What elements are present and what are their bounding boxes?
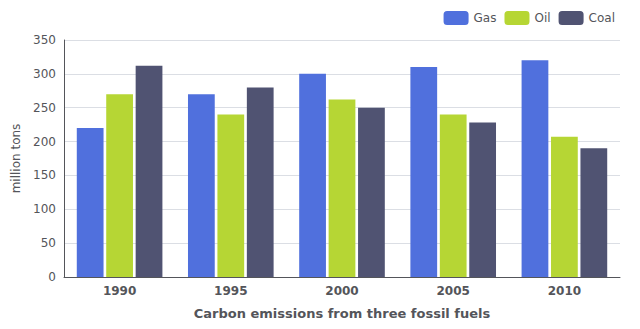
- svg-text:0: 0: [48, 270, 56, 284]
- svg-text:2000: 2000: [325, 284, 358, 298]
- svg-text:Oil: Oil: [534, 11, 550, 25]
- svg-text:300: 300: [33, 67, 56, 81]
- svg-text:Coal: Coal: [589, 11, 615, 25]
- svg-text:50: 50: [41, 236, 56, 250]
- svg-text:1990: 1990: [103, 284, 136, 298]
- svg-text:1995: 1995: [214, 284, 247, 298]
- svg-text:Gas: Gas: [474, 11, 497, 25]
- svg-text:350: 350: [33, 33, 56, 47]
- svg-text:200: 200: [33, 135, 56, 149]
- svg-text:100: 100: [33, 202, 56, 216]
- svg-text:250: 250: [33, 101, 56, 115]
- svg-text:150: 150: [33, 168, 56, 182]
- svg-text:million tons: million tons: [9, 124, 23, 194]
- svg-text:2010: 2010: [548, 284, 581, 298]
- svg-text:2005: 2005: [436, 284, 469, 298]
- svg-text:Carbon emissions from three fo: Carbon emissions from three fossil fuels: [194, 306, 491, 321]
